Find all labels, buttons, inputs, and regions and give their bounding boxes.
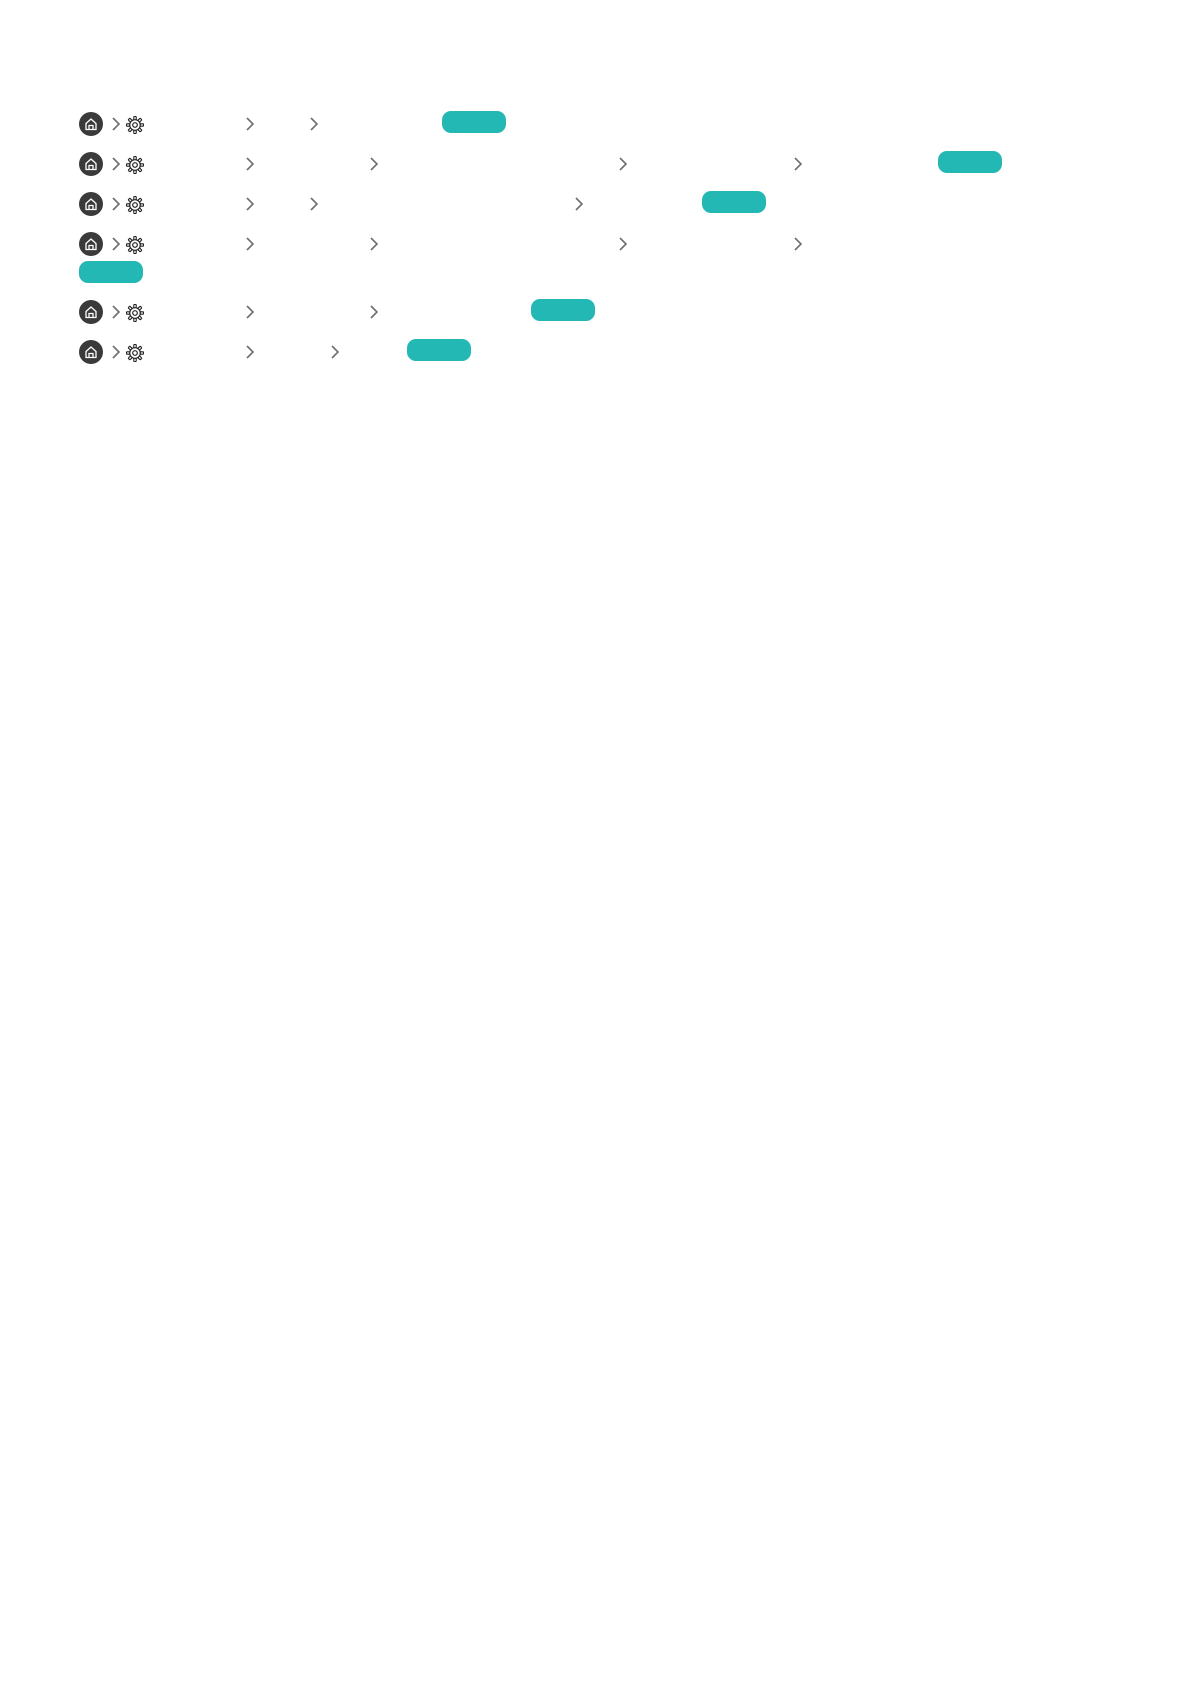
chevron-right-icon (369, 156, 379, 172)
chevron-right-icon (618, 236, 628, 252)
try-now-button[interactable] (407, 339, 471, 361)
gear-icon (125, 195, 145, 215)
chevron-right-icon (574, 196, 584, 212)
chevron-right-icon (111, 196, 121, 212)
chevron-right-icon (245, 196, 255, 212)
chevron-right-icon (309, 116, 319, 132)
chevron-right-icon (618, 156, 628, 172)
chevron-right-icon (111, 236, 121, 252)
chevron-right-icon (245, 116, 255, 132)
chevron-right-icon (330, 344, 340, 360)
chevron-right-icon (111, 344, 121, 360)
chevron-right-icon (369, 236, 379, 252)
try-now-button[interactable] (442, 111, 506, 133)
try-now-button[interactable] (702, 191, 766, 213)
try-now-button[interactable] (938, 151, 1002, 173)
gear-icon (125, 155, 145, 175)
chevron-right-icon (111, 304, 121, 320)
chevron-right-icon (793, 236, 803, 252)
gear-icon (125, 303, 145, 323)
home-icon (79, 300, 103, 324)
home-icon (79, 340, 103, 364)
chevron-right-icon (793, 156, 803, 172)
try-now-button[interactable] (531, 299, 595, 321)
chevron-right-icon (111, 156, 121, 172)
gear-icon (125, 343, 145, 363)
home-icon (79, 232, 103, 256)
chevron-right-icon (245, 304, 255, 320)
chevron-right-icon (245, 344, 255, 360)
chevron-right-icon (309, 196, 319, 212)
chevron-right-icon (245, 156, 255, 172)
gear-icon (125, 235, 145, 255)
chevron-right-icon (369, 304, 379, 320)
home-icon (79, 152, 103, 176)
home-icon (79, 112, 103, 136)
try-now-button[interactable] (79, 261, 143, 283)
chevron-right-icon (111, 116, 121, 132)
home-icon (79, 192, 103, 216)
gear-icon (125, 115, 145, 135)
chevron-right-icon (245, 236, 255, 252)
